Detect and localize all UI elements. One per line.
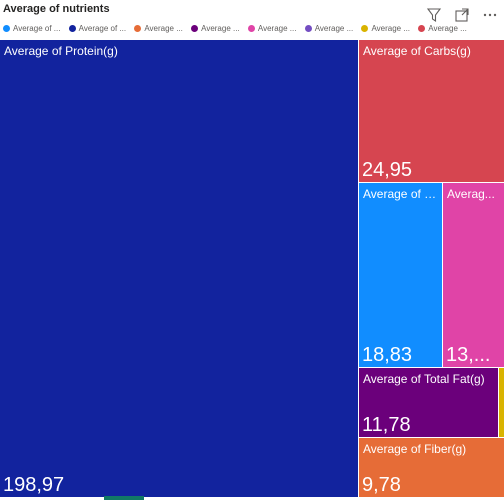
filter-icon[interactable] xyxy=(424,6,444,24)
legend-label: Average ... xyxy=(201,24,240,33)
legend-dot xyxy=(418,25,426,32)
legend-dot xyxy=(191,25,199,32)
tile-label: Average of Carbs(g) xyxy=(363,44,471,58)
tile-label: Averag... xyxy=(447,187,495,201)
legend-item[interactable]: Average of ... xyxy=(3,24,60,33)
visual-header-toolbar xyxy=(424,6,500,24)
legend-label: Average ... xyxy=(314,24,354,33)
treemap-tile-total-fat[interactable]: Average of Total Fat(g) 11,78 xyxy=(359,368,498,437)
treemap-tile-fiber[interactable]: Average of Fiber(g) 9,78 xyxy=(359,438,504,497)
treemap: Average of Protein(g) 198,97 Average of … xyxy=(0,40,504,497)
legend-item[interactable]: Average ... xyxy=(361,24,410,33)
legend-label: Average of ... xyxy=(78,24,127,33)
legend-item[interactable]: Average ... xyxy=(247,24,297,33)
legend-dot xyxy=(134,25,142,32)
treemap-tile-carbs[interactable]: Average of Carbs(g) 24,95 xyxy=(359,40,504,182)
legend: Average of ... Average of ... Average ..… xyxy=(3,24,473,36)
more-options-icon[interactable] xyxy=(480,6,500,24)
legend-item[interactable]: Average ... xyxy=(134,24,183,33)
legend-dot xyxy=(68,25,76,32)
legend-label: Average of ... xyxy=(13,24,61,33)
tile-value: 9,78 xyxy=(362,474,401,496)
legend-dot xyxy=(247,25,255,32)
tile-label: Average of Fiber(g) xyxy=(363,442,467,456)
tile-value: 24,95 xyxy=(362,159,413,181)
legend-label: Average ... xyxy=(371,24,411,33)
tile-value: 18,83 xyxy=(362,344,413,366)
tile-label: Average of Total Fat(g) xyxy=(363,372,485,386)
legend-dot xyxy=(304,25,312,32)
tile-value: 13,... xyxy=(446,344,491,366)
tile-value: 198,97 xyxy=(3,474,65,496)
legend-item[interactable]: Average ... xyxy=(418,24,467,33)
legend-item[interactable]: Average of ... xyxy=(68,24,127,33)
treemap-tile-protein[interactable]: Average of Protein(g) 198,97 xyxy=(0,40,358,497)
legend-dot xyxy=(3,25,10,32)
legend-dot xyxy=(361,25,369,32)
tile-label: Average of S... xyxy=(363,187,438,201)
visual-title: Average of nutrients xyxy=(3,3,110,15)
tile-value: 11,78 xyxy=(362,414,411,436)
page-tab-indicator xyxy=(104,496,144,500)
legend-label: Average ... xyxy=(144,24,183,33)
tile-label: Average of Protein(g) xyxy=(4,44,118,58)
treemap-tile-s[interactable]: Average of S... 18,83 xyxy=(359,183,442,367)
legend-label: Average ... xyxy=(257,24,297,33)
focus-mode-icon[interactable] xyxy=(452,6,472,24)
legend-label: Average ... xyxy=(428,24,467,33)
treemap-tile-sliver xyxy=(499,368,504,437)
treemap-tile-averag[interactable]: Averag... 13,... xyxy=(443,183,504,367)
legend-item[interactable]: Average ... xyxy=(191,24,240,33)
legend-item[interactable]: Average ... xyxy=(304,24,354,33)
